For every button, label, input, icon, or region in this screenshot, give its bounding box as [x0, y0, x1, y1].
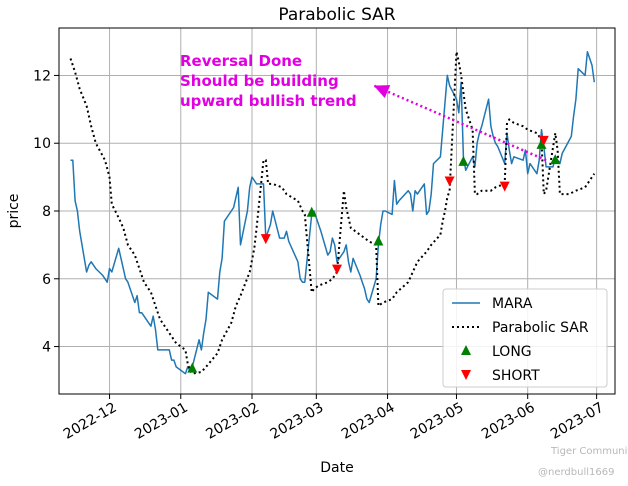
x-tick-label: 2022-12	[61, 400, 120, 443]
y-tick-label: 10	[33, 136, 51, 152]
annotation-arrow-head	[373, 85, 391, 98]
long-signal-marker	[458, 155, 469, 166]
short-signal-marker	[538, 135, 549, 146]
annotation-line-2: Should be building	[180, 72, 339, 90]
short-signal-marker	[499, 181, 510, 192]
y-tick-label: 8	[42, 204, 51, 220]
legend-short-swatch	[461, 370, 471, 380]
y-tick-label: 12	[33, 68, 51, 84]
annotation-line-3: upward bullish trend	[180, 92, 357, 110]
x-tick-label: 2023-01	[132, 400, 191, 443]
annotation: Reversal Done Should be building upward …	[180, 52, 547, 162]
legend-long-swatch	[461, 345, 471, 355]
legend-long-label: LONG	[492, 344, 532, 360]
watermark-handle: @nerdbull1669	[538, 467, 614, 478]
parabolic-sar-series	[69, 51, 596, 375]
long-signal-marker	[373, 235, 384, 246]
legend: MARA Parabolic SAR LONG SHORT	[442, 288, 608, 388]
y-axis-label: price	[6, 194, 22, 229]
x-tick-label: 2023-05	[408, 400, 467, 443]
annotation-arrow-shaft	[373, 84, 547, 162]
annotation-line-1: Reversal Done	[180, 52, 302, 70]
long-signal-marker	[550, 154, 561, 165]
signal-markers	[187, 135, 561, 373]
x-tick-label: 2023-06	[479, 400, 538, 443]
legend-short-label: SHORT	[492, 368, 540, 384]
x-tick-label: 2023-07	[548, 400, 607, 443]
parabolic-sar-line	[69, 51, 596, 375]
y-tick-label: 6	[42, 272, 51, 288]
watermark-community: Tiger Community	[550, 446, 628, 457]
chart-title: Parabolic SAR	[278, 5, 395, 25]
short-signal-marker	[444, 176, 455, 187]
legend-sar-label: Parabolic SAR	[492, 320, 589, 336]
x-tick-label: 2023-03	[268, 400, 327, 443]
long-signal-marker	[306, 206, 317, 217]
legend-mara-label: MARA	[492, 296, 533, 312]
short-signal-marker	[332, 264, 342, 275]
y-tick-label: 4	[42, 340, 51, 356]
short-signal-marker	[260, 234, 271, 245]
long-signal-marker	[536, 138, 547, 149]
legend-box	[442, 288, 608, 388]
grid	[59, 28, 615, 394]
long-signal-marker	[187, 362, 198, 373]
x-axis-label: Date	[320, 460, 353, 476]
x-tick-label: 2023-04	[339, 400, 398, 443]
x-tick-label: 2023-02	[203, 400, 262, 443]
